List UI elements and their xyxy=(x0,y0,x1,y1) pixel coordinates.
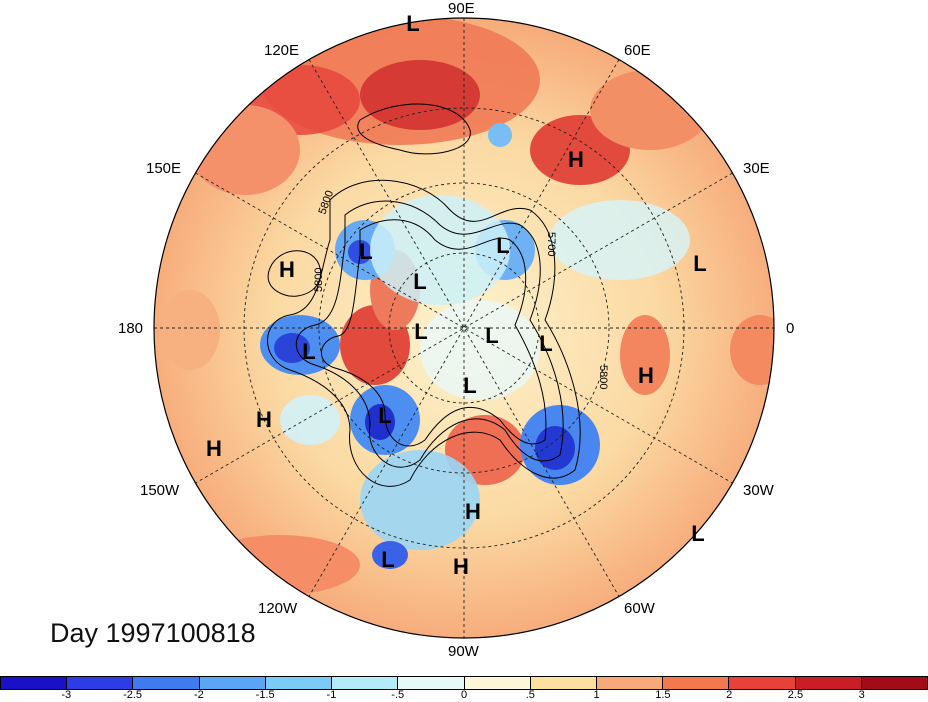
lon-label-30e: 30E xyxy=(743,160,770,177)
anomaly-patch xyxy=(535,426,575,470)
pressure-center: H xyxy=(638,363,654,388)
lon-label-150e: 150E xyxy=(146,160,182,177)
colorbar-cell xyxy=(398,677,465,689)
lon-label-90w: 90W xyxy=(448,643,479,660)
contour-label: 5700 xyxy=(545,232,557,256)
pressure-center: L xyxy=(539,331,553,356)
pressure-center: L xyxy=(359,239,373,264)
lon-label-30w: 30W xyxy=(743,482,774,499)
lon-label-150w: 150W xyxy=(140,482,180,499)
pressure-center: H xyxy=(206,436,222,461)
colorbar-cell xyxy=(332,677,399,689)
pressure-center: L xyxy=(485,323,499,348)
lon-label-60w: 60W xyxy=(624,600,655,617)
colorbar-cell xyxy=(729,677,796,689)
colorbar-tick-label: .5 xyxy=(525,689,535,701)
colorbar-tick-label: -1 xyxy=(326,689,337,701)
anomaly-patch xyxy=(200,535,360,595)
pressure-center: L xyxy=(693,251,707,276)
colorbar-tick-label: 3 xyxy=(858,689,865,701)
pressure-center: H xyxy=(568,147,584,172)
lon-label-60e: 60E xyxy=(624,42,651,59)
colorbar-tick-label: -2.5 xyxy=(123,689,143,701)
anomaly-patch xyxy=(372,541,408,569)
colorbar-tick-label: 2.5 xyxy=(787,689,804,701)
colorbar-cell xyxy=(861,677,928,689)
lon-label-0: 0 xyxy=(786,320,795,337)
colorbar-cell xyxy=(1,677,68,689)
colorbar-cell xyxy=(663,677,730,689)
lon-label-90e: 90E xyxy=(448,0,475,17)
anomaly-patch xyxy=(370,195,510,305)
colorbar-cell xyxy=(596,677,664,689)
anomaly-patch xyxy=(280,395,340,445)
anomaly-patch xyxy=(360,450,480,550)
map-title: Day 1997100818 xyxy=(50,618,256,648)
colorbar-cell xyxy=(133,677,200,689)
pressure-center: H xyxy=(256,407,272,432)
colorbar-tick-label: 1.5 xyxy=(655,689,671,701)
pressure-center: L xyxy=(463,373,477,398)
pressure-center: H xyxy=(453,554,469,579)
colorbar-tick-label: 2 xyxy=(726,689,733,701)
pressure-center: L xyxy=(414,319,428,344)
anomaly-patch xyxy=(590,70,710,150)
colorbar-tick-label: 1 xyxy=(593,689,600,701)
anomaly-patch xyxy=(160,290,220,370)
colorbar-cell xyxy=(265,677,333,689)
anomaly-patch xyxy=(360,60,480,130)
contour-label: 5800 xyxy=(597,365,609,389)
colorbar-tick-label: -1.5 xyxy=(255,689,275,701)
anomaly-patch xyxy=(620,315,670,395)
pressure-center: L xyxy=(378,403,392,428)
colorbar-tick-label: -2 xyxy=(193,689,204,701)
contour-label: 5800 xyxy=(313,268,325,292)
colorbar-cell xyxy=(464,677,531,689)
colorbar-tick-label: 0 xyxy=(460,689,468,701)
colorbar-tick-label: -3 xyxy=(61,689,72,701)
lon-label-120e: 120E xyxy=(264,42,300,59)
anomaly-patch xyxy=(420,300,540,400)
colorbar-cell xyxy=(530,677,597,689)
pressure-center: L xyxy=(496,233,510,258)
pressure-center: H xyxy=(279,257,295,282)
lon-label-180: 180 xyxy=(118,320,144,337)
lon-label-120w: 120W xyxy=(258,600,298,617)
colorbar-cell xyxy=(67,677,134,689)
anomaly-patch xyxy=(190,105,300,195)
anomaly-patch xyxy=(730,315,774,385)
pressure-center: L xyxy=(381,547,395,572)
height-contours xyxy=(267,103,581,487)
pressure-center: L xyxy=(691,521,705,546)
pressure-center: H xyxy=(465,499,481,524)
map-boundary xyxy=(153,17,775,639)
colorbar-cell xyxy=(199,677,266,689)
colorbar xyxy=(0,676,928,690)
pressure-center: L xyxy=(413,269,427,294)
colorbar-tick-label: -.5 xyxy=(391,689,405,701)
graticule xyxy=(154,18,774,638)
colorbar-cell xyxy=(795,677,862,689)
pressure-center: L xyxy=(302,339,316,364)
anomaly-patch xyxy=(488,123,512,147)
anomaly-patch xyxy=(274,333,310,363)
anomaly-patch xyxy=(550,200,690,280)
pressure-center: L xyxy=(406,11,420,36)
